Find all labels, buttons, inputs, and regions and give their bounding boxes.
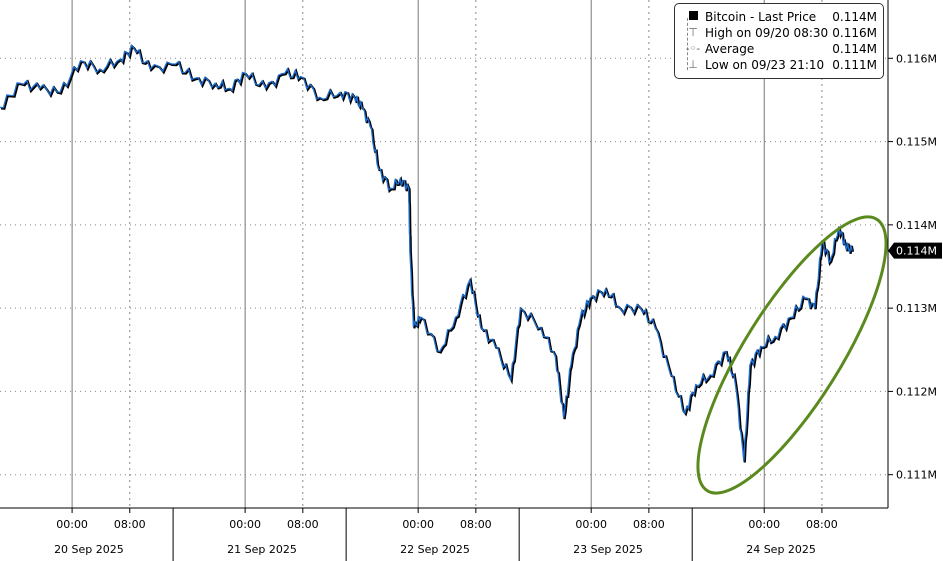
y-tick-label: 0.113M	[896, 302, 937, 315]
annotation-ellipse	[696, 215, 888, 495]
y-tick-label: 0.111M	[896, 469, 937, 482]
black-square-icon	[683, 9, 703, 25]
legend-row-average: -◦- Average 0.114M	[686, 41, 877, 57]
last-price-tag	[888, 242, 942, 259]
legend-row-last-price: Bitcoin - Last Price 0.114M	[688, 9, 877, 25]
series-shadow	[0, 44, 855, 463]
legend-value: 0.114M	[832, 10, 877, 24]
legend-row-low: ⊥ Low on 09/23 21:10 0.111M	[688, 57, 877, 73]
legend-label: Average	[705, 42, 755, 56]
legend-value: 0.111M	[832, 58, 877, 72]
date-label: 24 Sep 2025	[746, 543, 816, 556]
y-tick-label: 0.116M	[896, 52, 937, 65]
series-line	[0, 44, 855, 463]
legend-label: Low on 09/23 21:10	[705, 58, 825, 72]
high-marker-icon: ⊤	[688, 26, 698, 39]
x-tick-label: 08:00	[114, 518, 146, 531]
average-marker-icon: -◦-	[685, 42, 701, 55]
x-tick-label: 00:00	[748, 518, 780, 531]
legend: Bitcoin - Last Price 0.114M ⊤ High on 09…	[674, 3, 884, 79]
x-tick-label: 00:00	[56, 518, 88, 531]
legend-row-high: ⊤ High on 09/20 08:30 0.116M	[688, 25, 877, 41]
last-price-tag-label: 0.114M	[896, 245, 937, 258]
low-marker-icon: ⊥	[688, 58, 698, 71]
legend-value: 0.114M	[832, 42, 877, 56]
legend-value: 0.116M	[832, 26, 877, 40]
legend-tree-line	[687, 18, 689, 70]
x-tick-label: 00:00	[575, 518, 607, 531]
date-label: 22 Sep 2025	[400, 543, 470, 556]
legend-label: Bitcoin - Last Price	[705, 10, 817, 24]
x-tick-label: 08:00	[633, 518, 665, 531]
date-label: 21 Sep 2025	[227, 543, 297, 556]
legend-label: High on 09/20 08:30	[705, 26, 829, 40]
x-tick-label: 00:00	[402, 518, 434, 531]
date-label: 20 Sep 2025	[54, 543, 124, 556]
y-tick-label: 0.112M	[896, 385, 937, 398]
date-label: 23 Sep 2025	[573, 543, 643, 556]
y-tick-label: 0.114M	[896, 219, 937, 232]
x-tick-label: 08:00	[806, 518, 838, 531]
x-tick-label: 08:00	[287, 518, 319, 531]
x-tick-label: 08:00	[460, 518, 492, 531]
y-tick-label: 0.115M	[896, 136, 937, 149]
x-tick-label: 00:00	[229, 518, 261, 531]
series-line-bitcoin	[0, 44, 853, 462]
